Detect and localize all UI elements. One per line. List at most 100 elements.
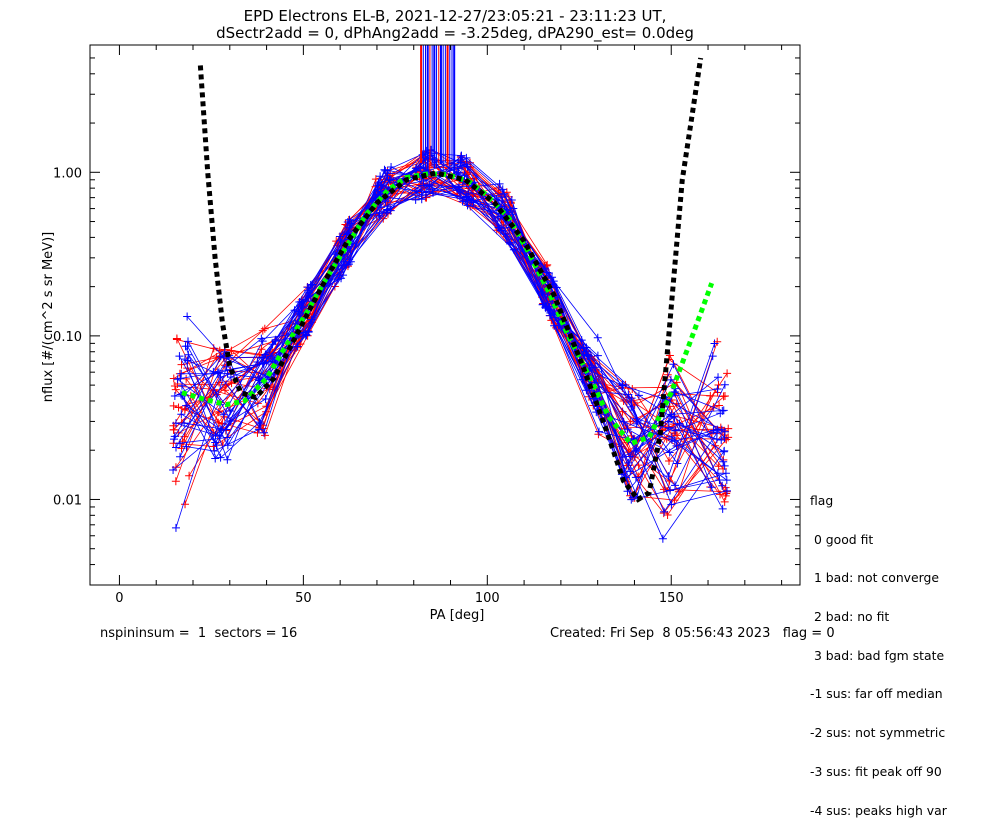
- data-marker: [720, 380, 729, 389]
- data-marker: [416, 181, 425, 190]
- data-marker: [169, 401, 178, 410]
- data-marker: [627, 495, 636, 504]
- measurement-trace: [173, 166, 725, 516]
- data-marker: [220, 347, 229, 356]
- fit-curves: [181, 57, 715, 503]
- x-tick-label: 150: [659, 591, 684, 606]
- data-marker: [718, 504, 727, 513]
- flag-legend-title: flag: [810, 492, 834, 508]
- chart-subtitle: dSectr2add = 0, dPhAng2add = -3.25deg, d…: [216, 24, 694, 43]
- data-marker: [383, 172, 392, 181]
- data-marker: [421, 187, 430, 196]
- data-marker: [463, 201, 472, 210]
- data-marker: [183, 356, 192, 365]
- data-marker: [719, 457, 728, 466]
- plot-frame: [89, 44, 801, 586]
- data-marker: [180, 419, 189, 428]
- data-marker: [381, 166, 390, 175]
- data-marker: [171, 443, 180, 452]
- measurement-trace: [174, 154, 724, 510]
- data-marker: [171, 477, 180, 486]
- data-marker: [170, 382, 179, 391]
- data-marker: [261, 394, 270, 403]
- data-marker: [209, 344, 218, 353]
- data-marker: [660, 507, 669, 516]
- data-marker: [715, 401, 724, 410]
- data-marker: [377, 203, 386, 212]
- x-axis-label: PA [deg]: [430, 608, 485, 623]
- data-marker: [304, 328, 313, 337]
- data-marker: [671, 426, 680, 435]
- data-marker: [672, 441, 681, 450]
- measurement-trace: [173, 179, 724, 431]
- data-marker: [173, 375, 182, 384]
- data-marker: [457, 162, 466, 171]
- data-marker: [177, 410, 186, 419]
- data-marker: [177, 369, 186, 378]
- data-marker: [717, 436, 726, 445]
- data-marker: [632, 419, 641, 428]
- data-marker: [216, 373, 225, 382]
- flag-legend-item: -1 sus: far off median: [810, 686, 943, 702]
- data-marker: [211, 454, 220, 463]
- data-marker: [505, 238, 514, 247]
- data-marker: [538, 300, 547, 309]
- data-marker: [582, 386, 591, 395]
- data-marker: [720, 461, 729, 470]
- data-marker: [631, 447, 640, 456]
- data-marker: [174, 403, 183, 412]
- data-marker: [422, 146, 431, 155]
- data-marker: [719, 447, 728, 456]
- data-marker: [172, 335, 181, 344]
- data-marker: [181, 404, 190, 413]
- data-marker: [665, 351, 674, 360]
- fit-curve: [197, 57, 704, 503]
- measurement-trace: [177, 188, 722, 473]
- data-marker: [624, 458, 633, 467]
- data-marker: [223, 441, 232, 450]
- data-marker: [175, 352, 184, 361]
- measurement-trace: [185, 183, 713, 488]
- data-marker: [721, 483, 730, 492]
- data-marker: [383, 202, 392, 211]
- data-marker: [419, 164, 428, 173]
- footer-created-info: Created: Fri Sep 8 05:56:43 2023 flag = …: [550, 626, 835, 641]
- measurement-trace: [175, 156, 711, 488]
- data-marker: [550, 321, 559, 330]
- data-marker: [209, 367, 218, 376]
- data-marker: [719, 392, 728, 401]
- data-marker: [460, 171, 469, 180]
- flag-legend-item: 0 good fit: [810, 531, 874, 547]
- pitch-angle-plot: EPD Electrons EL-B, 2021-12-27/23:05:21 …: [41, 7, 801, 623]
- footer-sectors-info: nspininsum = 1 sectors = 16: [100, 626, 298, 641]
- measurement-trace: [181, 166, 719, 482]
- data-marker: [223, 455, 232, 464]
- chart-title: EPD Electrons EL-B, 2021-12-27/23:05:21 …: [244, 7, 667, 25]
- flag-legend-item: 1 bad: not converge: [810, 570, 939, 586]
- data-marker: [214, 368, 223, 377]
- data-marker: [595, 427, 604, 436]
- data-marker: [457, 151, 466, 160]
- data-marker: [170, 432, 179, 441]
- data-marker: [591, 363, 600, 372]
- data-marker: [182, 401, 191, 410]
- data-marker: [583, 351, 592, 360]
- data-marker: [670, 437, 679, 446]
- data-marker: [181, 500, 190, 509]
- fit-curve: [181, 171, 715, 447]
- data-marker: [712, 435, 721, 444]
- data-marker: [665, 486, 674, 495]
- data-marker: [343, 217, 352, 226]
- data-marker: [618, 381, 627, 390]
- y-tick-label: 1.00: [53, 166, 82, 181]
- data-marker: [172, 419, 181, 428]
- data-marker: [417, 195, 426, 204]
- data-marker: [181, 342, 190, 351]
- measurement-trace: [174, 184, 714, 442]
- data-marker: [213, 368, 222, 377]
- data-marker: [593, 333, 602, 342]
- data-marker: [658, 534, 667, 543]
- plot-axes: 0 50 100 150 0.01 0.10 1.00: [53, 44, 801, 606]
- data-marker: [593, 351, 602, 360]
- data-marker: [708, 352, 717, 361]
